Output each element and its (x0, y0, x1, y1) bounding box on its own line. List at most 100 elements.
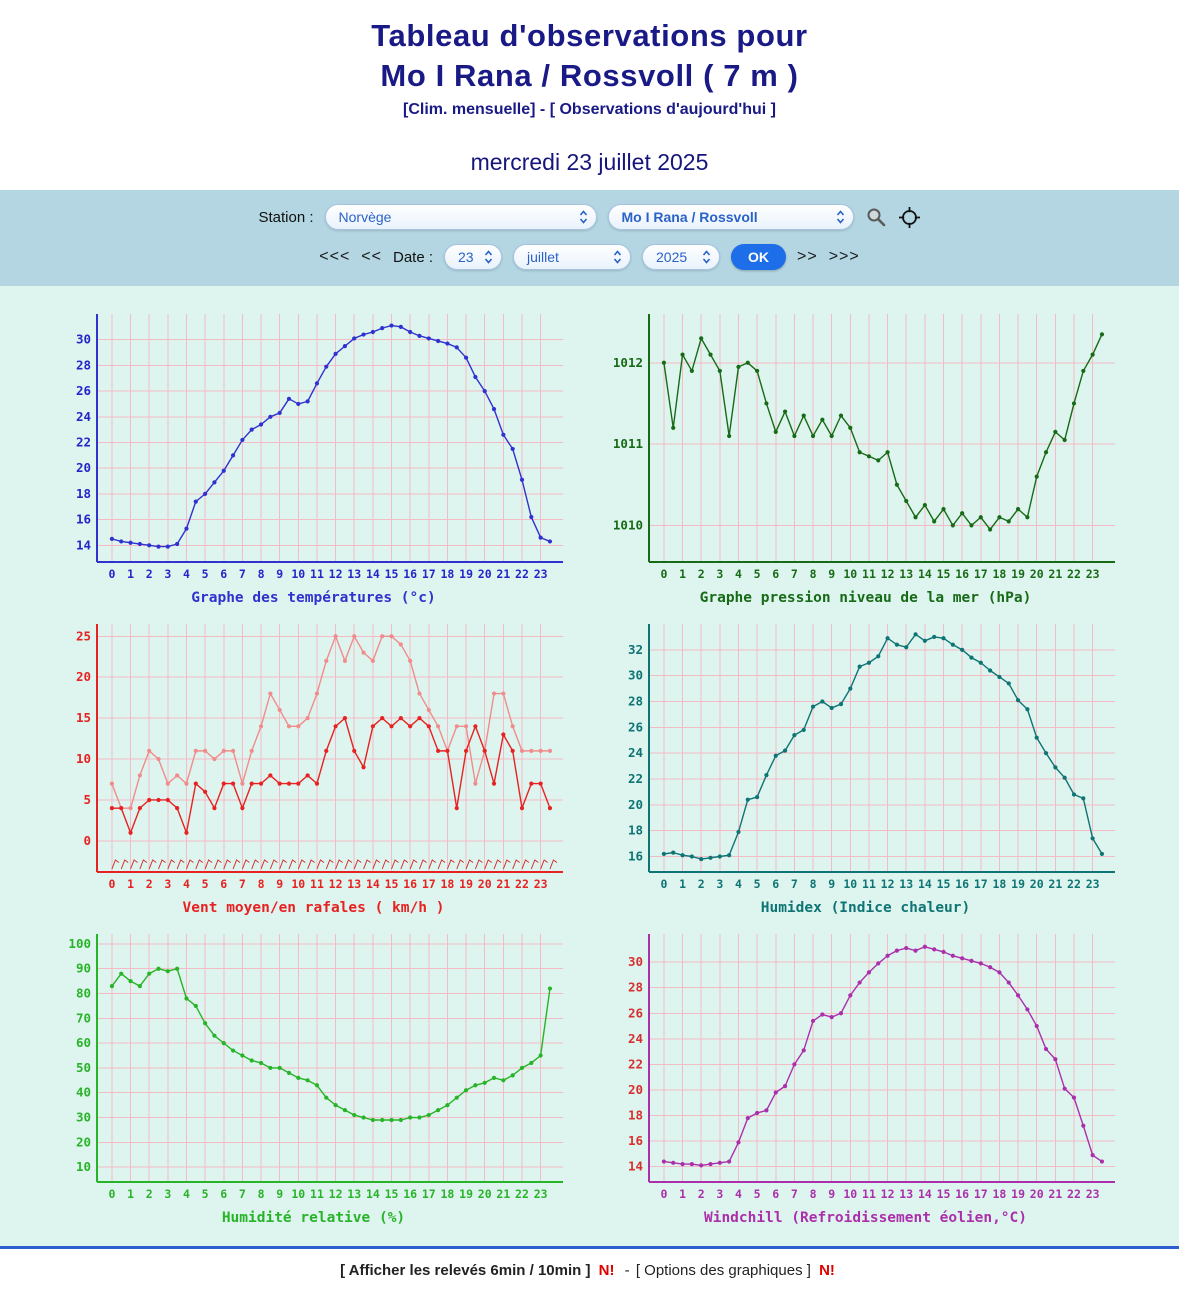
svg-text:100: 100 (68, 936, 91, 951)
svg-text:0: 0 (108, 1187, 115, 1201)
svg-text:9: 9 (828, 1187, 835, 1201)
svg-text:50: 50 (75, 1060, 90, 1075)
year-select[interactable]: 2025 (642, 244, 721, 270)
svg-text:1: 1 (127, 567, 134, 581)
svg-text:9: 9 (828, 877, 835, 891)
humidex-plot: 16 18 20 22 24 26 28 30 32 0 1 2 3 4 5 6 7 8 9 10 11 12 13 14 15… (603, 614, 1129, 902)
day-select-value: 23 (458, 249, 474, 265)
chart-humidity: 10 20 30 40 50 60 70 80 90 100 0 1 2 3 4 5 6 7 8 9 10 11 12 13 1… (51, 924, 577, 1232)
svg-text:23: 23 (533, 567, 547, 581)
svg-text:14: 14 (627, 1159, 642, 1174)
svg-text:16: 16 (75, 512, 90, 527)
svg-text:26: 26 (627, 719, 642, 734)
svg-text:22: 22 (515, 1187, 529, 1201)
svg-text:16: 16 (403, 1187, 417, 1201)
chart-humidex: 16 18 20 22 24 26 28 30 32 0 1 2 3 4 5 6 7 8 9 10 11 12 13 14 15… (603, 614, 1129, 922)
svg-text:3: 3 (716, 1187, 723, 1201)
locate-button[interactable] (898, 206, 921, 229)
svg-text:22: 22 (1067, 1187, 1081, 1201)
svg-text:9: 9 (276, 877, 283, 891)
svg-text:7: 7 (790, 877, 797, 891)
svg-text:24: 24 (627, 1031, 642, 1046)
humidity-plot: 10 20 30 40 50 60 70 80 90 100 0 1 2 3 4 5 6 7 8 9 10 11 12 13 1… (51, 924, 577, 1212)
svg-text:12: 12 (880, 567, 894, 581)
svg-text:23: 23 (1085, 567, 1099, 581)
search-button[interactable] (865, 206, 887, 228)
svg-text:5: 5 (201, 567, 208, 581)
wind-plot: 0 5 10 15 20 25 0 1 2 3 4 5 6 7 8 9 10 11 12 13 14 15 16 17 18 19… (51, 614, 577, 902)
svg-text:1: 1 (127, 1187, 134, 1201)
date-label: Date : (392, 248, 434, 266)
current-date-heading: mercredi 23 juillet 2025 (470, 149, 709, 175)
nav-back-3[interactable]: <<< (319, 248, 351, 265)
svg-text:18: 18 (627, 823, 642, 838)
day-select[interactable]: 23 (444, 244, 503, 270)
svg-text:20: 20 (627, 1082, 642, 1097)
svg-text:18: 18 (440, 567, 454, 581)
link-options-graphiques[interactable]: [ Options des graphiques ] (635, 1262, 811, 1279)
svg-text:14: 14 (917, 567, 931, 581)
svg-text:17: 17 (421, 877, 435, 891)
svg-text:4: 4 (735, 567, 742, 581)
country-select[interactable]: Norvège (324, 204, 597, 230)
svg-text:2: 2 (697, 877, 704, 891)
chart-wind: 0 5 10 15 20 25 0 1 2 3 4 5 6 7 8 9 10 11 12 13 14 15 16 17 18 19… (51, 614, 577, 922)
svg-text:8: 8 (809, 1187, 816, 1201)
station-select[interactable]: Mo I Rana / Rossvoll (607, 204, 854, 230)
search-icon (867, 208, 885, 227)
station-select-value: Mo I Rana / Rossvoll (621, 209, 758, 225)
svg-text:28: 28 (627, 694, 642, 709)
svg-text:7: 7 (790, 1187, 797, 1201)
nav-fwd-3[interactable]: >>> (828, 248, 860, 265)
svg-text:20: 20 (1029, 1187, 1043, 1201)
svg-text:2: 2 (145, 1187, 152, 1201)
svg-text:14: 14 (917, 877, 931, 891)
chevron-up-down-icon (835, 208, 846, 226)
svg-text:20: 20 (477, 567, 491, 581)
svg-text:12: 12 (328, 567, 342, 581)
svg-text:5: 5 (83, 792, 91, 807)
svg-text:11: 11 (862, 567, 876, 581)
svg-text:20: 20 (477, 877, 491, 891)
svg-text:14: 14 (917, 1187, 931, 1201)
svg-text:17: 17 (973, 877, 987, 891)
svg-text:23: 23 (533, 1187, 547, 1201)
page-title: Tableau d'observations pour Mo I Rana / … (0, 16, 1179, 96)
svg-text:13: 13 (347, 567, 361, 581)
link-releves-6min[interactable]: [ Afficher les relevés 6min / 10min ] (340, 1262, 591, 1279)
svg-text:13: 13 (347, 1187, 361, 1201)
svg-text:10: 10 (843, 877, 857, 891)
svg-text:4: 4 (183, 1187, 190, 1201)
nav-back-1[interactable]: << (361, 248, 382, 265)
svg-text:9: 9 (276, 1187, 283, 1201)
svg-text:17: 17 (973, 567, 987, 581)
ok-button[interactable]: OK (731, 244, 787, 270)
svg-text:19: 19 (459, 567, 473, 581)
svg-text:7: 7 (238, 567, 245, 581)
station-row: Station : Norvège Mo I Rana / Rossvoll (0, 204, 1179, 230)
nav-fwd-1[interactable]: >> (797, 248, 818, 265)
new-badge: N! (598, 1262, 615, 1279)
new-badge: N! (819, 1262, 835, 1279)
svg-text:3: 3 (164, 1187, 171, 1201)
svg-text:22: 22 (515, 567, 529, 581)
svg-text:10: 10 (291, 877, 305, 891)
svg-text:16: 16 (627, 1133, 642, 1148)
svg-text:20: 20 (1029, 877, 1043, 891)
svg-text:1: 1 (127, 877, 134, 891)
svg-text:23: 23 (533, 877, 547, 891)
year-select-value: 2025 (656, 249, 688, 265)
svg-text:21: 21 (496, 877, 510, 891)
page-footer: [ Afficher les relevés 6min / 10min ] N!… (0, 1246, 1179, 1299)
link-observations-aujourdhui[interactable]: [ Observations d'aujourd'hui ] (549, 101, 776, 118)
chevron-up-down-icon (483, 248, 494, 266)
svg-text:15: 15 (384, 877, 398, 891)
svg-text:10: 10 (75, 751, 90, 766)
svg-text:23: 23 (1085, 877, 1099, 891)
svg-text:2: 2 (145, 877, 152, 891)
svg-text:0: 0 (108, 567, 115, 581)
page-title-line2: Mo I Rana / Rossvoll ( 7 m ) (380, 58, 799, 93)
month-select[interactable]: juillet (513, 244, 632, 270)
svg-text:22: 22 (627, 771, 642, 786)
link-clim-mensuelle[interactable]: [Clim. mensuelle] (403, 101, 536, 118)
